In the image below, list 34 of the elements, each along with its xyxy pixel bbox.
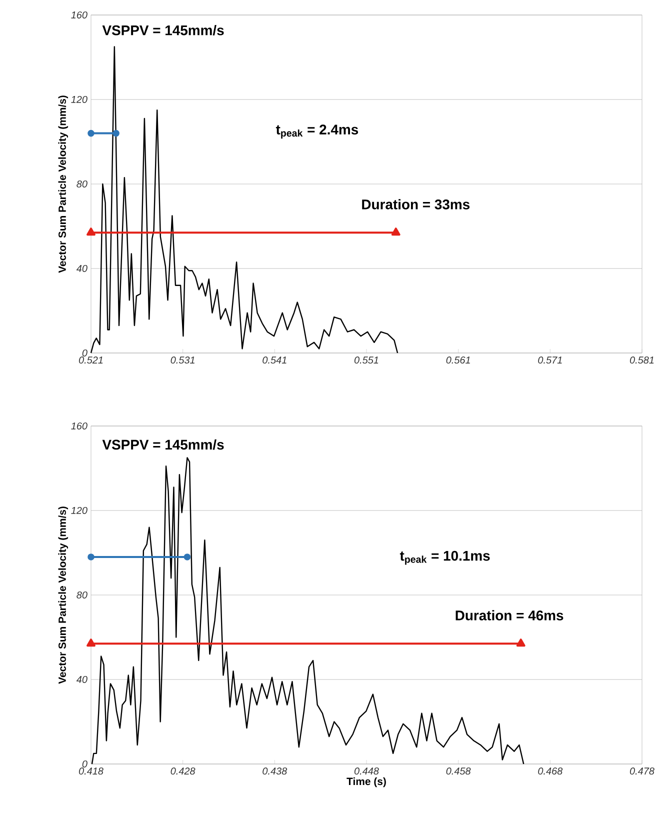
y-tick-label: 0 bbox=[82, 760, 88, 768]
x-tick-label: 0.448 bbox=[354, 768, 379, 775]
annotation: t$_{peak}$ = 10.1ms bbox=[400, 550, 490, 565]
annotation: VSPPV = 145mm/s bbox=[102, 439, 224, 450]
x-tick-label: 0.541 bbox=[262, 356, 286, 364]
x-tick-label: 0.571 bbox=[538, 356, 562, 364]
annotation: t$_{peak}$ = 2.4ms bbox=[276, 124, 358, 139]
y-axis-title: Vector Sum Particle Velocity (mm/s) bbox=[58, 506, 68, 684]
x-tick-label: 0.458 bbox=[446, 768, 471, 775]
annotation: Duration = 33ms bbox=[362, 199, 470, 210]
x-axis-title: Time (s) bbox=[346, 777, 386, 788]
y-tick-label: 0 bbox=[82, 349, 88, 357]
y-tick-label: 120 bbox=[71, 96, 88, 104]
x-tick-label: 0.521 bbox=[78, 356, 103, 364]
x-tick-label: 0.478 bbox=[630, 768, 654, 775]
y-tick-label: 120 bbox=[71, 506, 88, 514]
x-tick-label: 0.428 bbox=[170, 768, 196, 775]
x-tick-label: 0.531 bbox=[170, 356, 194, 364]
x-tick-label: 0.418 bbox=[78, 768, 104, 775]
x-tick-label: 0.468 bbox=[538, 768, 563, 775]
x-tick-label: 0.561 bbox=[446, 356, 470, 364]
x-tick-label: 0.551 bbox=[354, 356, 378, 364]
x-tick-label: 0.581 bbox=[630, 356, 654, 364]
y-tick-label: 40 bbox=[76, 264, 88, 272]
y-tick-label: 40 bbox=[76, 676, 88, 684]
annotation: Duration = 46ms bbox=[456, 610, 564, 620]
y-tick-label: 80 bbox=[76, 180, 88, 188]
y-axis-title: Vector Sum Particle Velocity (mm/s) bbox=[58, 96, 68, 273]
y-tick-label: 80 bbox=[76, 591, 88, 599]
x-tick-label: 0.438 bbox=[262, 768, 288, 775]
y-tick-label: 160 bbox=[71, 11, 88, 19]
y-tick-label: 160 bbox=[71, 422, 88, 430]
line-series bbox=[91, 457, 524, 765]
annotation: VSPPV = 145mm/s bbox=[102, 25, 224, 36]
